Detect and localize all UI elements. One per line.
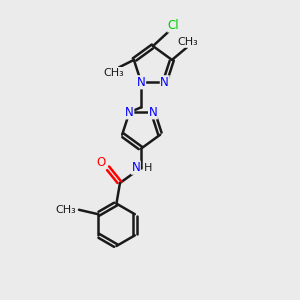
Text: N: N [148, 106, 157, 119]
Text: CH₃: CH₃ [56, 205, 76, 215]
Text: N: N [131, 161, 140, 174]
Text: CH₃: CH₃ [177, 37, 198, 47]
Text: CH₃: CH₃ [103, 68, 124, 78]
Text: N: N [137, 76, 146, 89]
Text: O: O [97, 156, 106, 169]
Text: H: H [143, 163, 152, 173]
Text: N: N [160, 76, 169, 89]
Text: Cl: Cl [168, 19, 179, 32]
Text: N: N [125, 106, 134, 119]
